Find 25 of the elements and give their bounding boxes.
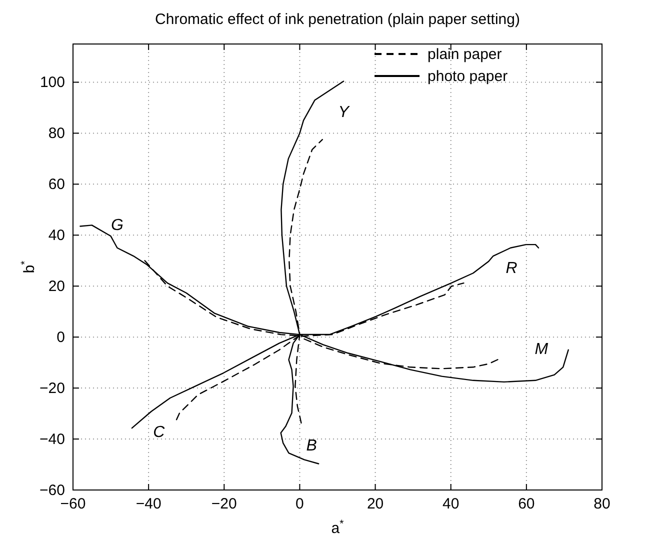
x-tick-label: 80	[594, 496, 610, 513]
y-tick-label: 40	[48, 226, 65, 244]
x-tick-label: 40	[442, 496, 460, 513]
annotation: B	[306, 438, 318, 455]
legend-label: photo paper	[428, 68, 508, 85]
annotation: Y	[338, 104, 350, 122]
y-tick-label: 100	[40, 74, 65, 92]
x-tick-label: 20	[366, 496, 384, 513]
x-tick-label: 60	[518, 496, 535, 513]
y-tick-label: 0	[56, 328, 65, 346]
x-axis-title: a$^{*}$	[331, 518, 344, 535]
annotation: C	[153, 424, 166, 442]
x-tick-label: 0	[296, 496, 304, 513]
annotation: R	[506, 260, 518, 278]
y-tick-label: 20	[48, 278, 65, 295]
y-tick-label: −40	[40, 430, 65, 448]
y-tick-label: 60	[48, 176, 65, 193]
annotation: G	[110, 217, 124, 234]
y-tick-label: 80	[48, 125, 65, 142]
x-tick-label: −40	[136, 496, 162, 513]
x-tick-label: −20	[211, 496, 237, 513]
annotation: M	[534, 341, 549, 358]
chart-title: Chromatic effect of ink penetration (plain paper setting)	[155, 11, 520, 28]
legend-label: plain paper	[428, 46, 502, 63]
y-tick-label: −20	[40, 380, 65, 397]
